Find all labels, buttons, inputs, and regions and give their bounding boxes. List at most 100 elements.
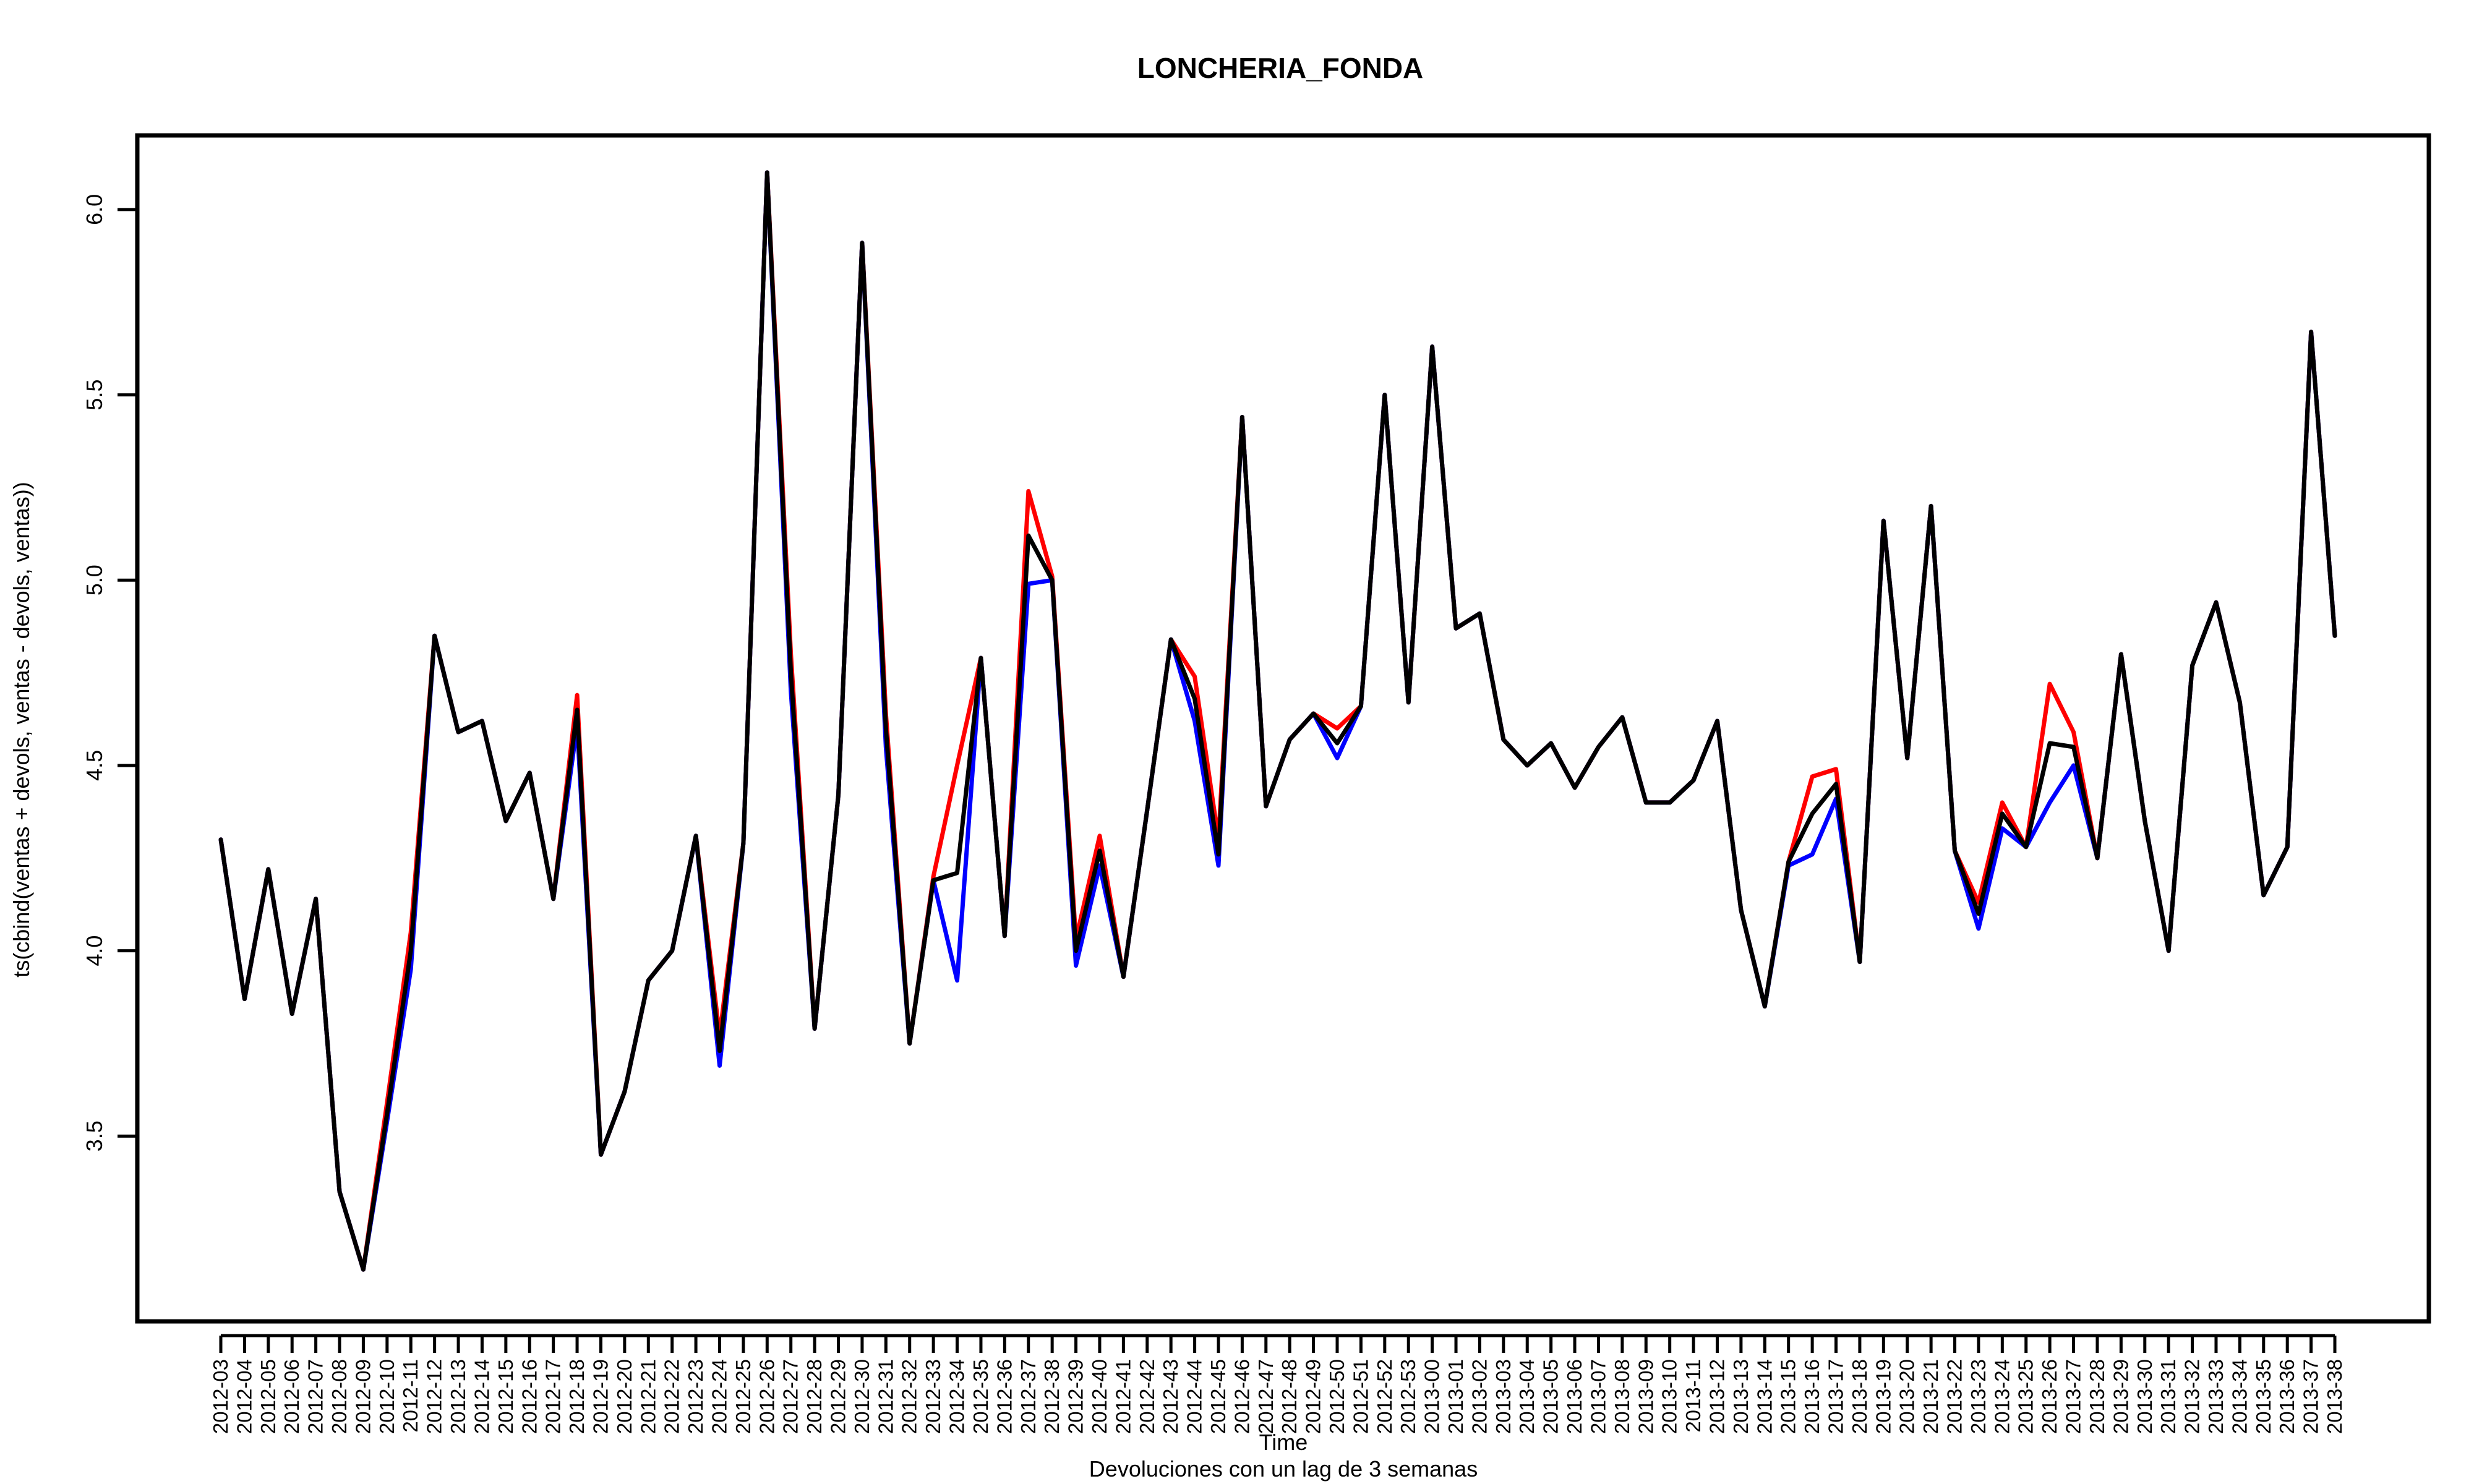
x-tick-label: 2012-17 — [542, 1359, 565, 1434]
x-tick-label: 2013-17 — [1825, 1359, 1847, 1434]
x-tick-label: 2013-13 — [1729, 1359, 1752, 1434]
x-tick-label: 2012-39 — [1064, 1359, 1087, 1434]
x-tick-label: 2013-02 — [1468, 1359, 1491, 1434]
x-tick-label: 2012-18 — [565, 1359, 588, 1434]
x-tick-label: 2013-32 — [2181, 1359, 2204, 1434]
x-tick-label: 2012-22 — [661, 1359, 683, 1434]
x-tick-label: 2013-03 — [1492, 1359, 1515, 1434]
x-tick-label: 2013-16 — [1800, 1359, 1823, 1434]
x-tick-label: 2012-08 — [328, 1359, 351, 1434]
y-tick-label: 4.0 — [82, 936, 107, 966]
x-tick-label: 2013-38 — [2323, 1359, 2346, 1434]
x-tick-label: 2012-04 — [233, 1359, 255, 1434]
x-tick-label: 2013-30 — [2133, 1359, 2156, 1434]
y-tick-label: 4.5 — [82, 750, 107, 781]
x-tick-label: 2012-16 — [518, 1359, 541, 1434]
x-tick-label: 2013-09 — [1634, 1359, 1657, 1434]
x-tick-label: 2012-21 — [636, 1359, 659, 1434]
x-tick-label: 2012-26 — [755, 1359, 778, 1434]
y-tick-label: 3.5 — [82, 1120, 107, 1151]
x-tick-label: 2012-50 — [1325, 1359, 1348, 1434]
x-tick-label: 2012-38 — [1040, 1359, 1063, 1434]
series-line-1 — [218, 170, 2337, 1272]
x-tick-label: 2012-37 — [1017, 1359, 1040, 1434]
x-tick-label: 2012-09 — [351, 1359, 374, 1434]
x-tick-label: 2013-33 — [2204, 1359, 2227, 1434]
x-tick-label: 2013-26 — [2038, 1359, 2061, 1434]
x-tick-label: 2013-23 — [1967, 1359, 1990, 1434]
y-tick-label: 5.0 — [82, 565, 107, 595]
x-tick-label: 2013-07 — [1586, 1359, 1609, 1434]
x-tick-label: 2012-06 — [280, 1359, 303, 1434]
x-tick-label: 2013-27 — [2062, 1359, 2085, 1434]
x-tick-label: 2013-01 — [1444, 1359, 1467, 1434]
x-tick-label: 2013-11 — [1682, 1359, 1705, 1433]
y-axis: 3.5 4.0 4.5 5.0 5.5 6.0 — [82, 194, 139, 1151]
x-tick-label: 2012-41 — [1111, 1359, 1134, 1434]
x-tick-label: 2013-21 — [1919, 1359, 1942, 1434]
x-tick-label: 2013-37 — [2300, 1359, 2322, 1434]
x-tick-label: 2012-23 — [684, 1359, 707, 1434]
x-tick-label: 2012-51 — [1349, 1359, 1372, 1434]
y-tick-label: 5.5 — [82, 380, 107, 411]
series-layer — [218, 170, 2337, 1272]
x-tick-label: 2013-19 — [1872, 1359, 1894, 1434]
x-tick-label: 2013-05 — [1539, 1359, 1562, 1434]
chart-subtitle: Devoluciones con un lag de 3 semanas — [1089, 1456, 1478, 1482]
x-tick-label: 2012-35 — [969, 1359, 992, 1434]
x-tick-label: 2013-36 — [2275, 1359, 2298, 1434]
x-tick-label: 2012-24 — [708, 1359, 730, 1434]
x-tick-label: 2012-13 — [447, 1359, 469, 1434]
plot-frame — [135, 133, 2431, 1324]
x-tick-label: 2013-35 — [2252, 1359, 2275, 1434]
x-tick-label: 2012-11 — [399, 1359, 422, 1433]
x-tick-label: 2013-20 — [1896, 1359, 1919, 1434]
x-tick-label: 2012-49 — [1302, 1359, 1325, 1434]
x-tick-label: 2012-45 — [1207, 1359, 1230, 1434]
y-axis-label: ts(cbind(ventas + devols, ventas - devol… — [9, 482, 34, 977]
x-tick-label: 2013-31 — [2157, 1359, 2180, 1434]
x-tick-label: 2013-08 — [1611, 1359, 1633, 1434]
x-tick-label: 2013-00 — [1421, 1359, 1444, 1434]
x-tick-label: 2012-32 — [898, 1359, 921, 1434]
x-tick-label: 2012-42 — [1136, 1359, 1158, 1434]
x-tick-label: 2013-14 — [1753, 1359, 1776, 1434]
x-tick-label: 2013-04 — [1515, 1359, 1538, 1434]
x-tick-label: 2013-25 — [2014, 1359, 2037, 1434]
x-tick-label: 2012-07 — [304, 1359, 327, 1434]
x-tick-label: 2012-31 — [874, 1359, 897, 1434]
x-tick-label: 2012-44 — [1183, 1359, 1206, 1434]
x-tick-label: 2012-33 — [922, 1359, 944, 1434]
series-line-0 — [218, 170, 2337, 1272]
x-tick-label: 2013-10 — [1658, 1359, 1681, 1434]
x-tick-label: 2012-27 — [779, 1359, 802, 1434]
chart-title: LONCHERIA_FONDA — [1137, 52, 1424, 84]
x-tick-label: 2013-06 — [1563, 1359, 1586, 1434]
x-tick-label: 2012-43 — [1159, 1359, 1182, 1434]
x-tick-label: 2012-34 — [946, 1359, 969, 1434]
x-tick-label: 2012-12 — [423, 1359, 446, 1434]
x-tick-label: 2012-19 — [589, 1359, 612, 1434]
x-tick-label: 2012-36 — [993, 1359, 1016, 1434]
x-tick-label: 2012-30 — [850, 1359, 873, 1434]
x-tick-label: 2013-15 — [1777, 1359, 1800, 1434]
x-tick-label: 2012-25 — [732, 1359, 755, 1434]
x-tick-label: 2013-24 — [1990, 1359, 2013, 1434]
x-tick-label: 2012-46 — [1230, 1359, 1253, 1434]
x-tick-label: 2013-34 — [2228, 1359, 2251, 1434]
x-tick-label: 2012-53 — [1397, 1359, 1419, 1434]
x-tick-label: 2013-18 — [1848, 1359, 1871, 1434]
x-tick-label: 2012-52 — [1373, 1359, 1396, 1434]
x-tick-label: 2012-14 — [470, 1359, 493, 1434]
x-tick-label: 2012-20 — [613, 1359, 636, 1434]
x-tick-label: 2012-03 — [209, 1359, 232, 1434]
x-tick-label: 2013-28 — [2086, 1359, 2108, 1434]
x-tick-label: 2012-05 — [257, 1359, 280, 1434]
x-tick-label: 2012-40 — [1088, 1359, 1111, 1434]
series-line-2 — [218, 170, 2337, 1272]
x-tick-label: 2012-47 — [1254, 1359, 1277, 1434]
x-tick-label: 2012-15 — [494, 1359, 517, 1434]
y-tick-label: 6.0 — [82, 194, 107, 225]
x-tick-label: 2013-29 — [2109, 1359, 2132, 1434]
